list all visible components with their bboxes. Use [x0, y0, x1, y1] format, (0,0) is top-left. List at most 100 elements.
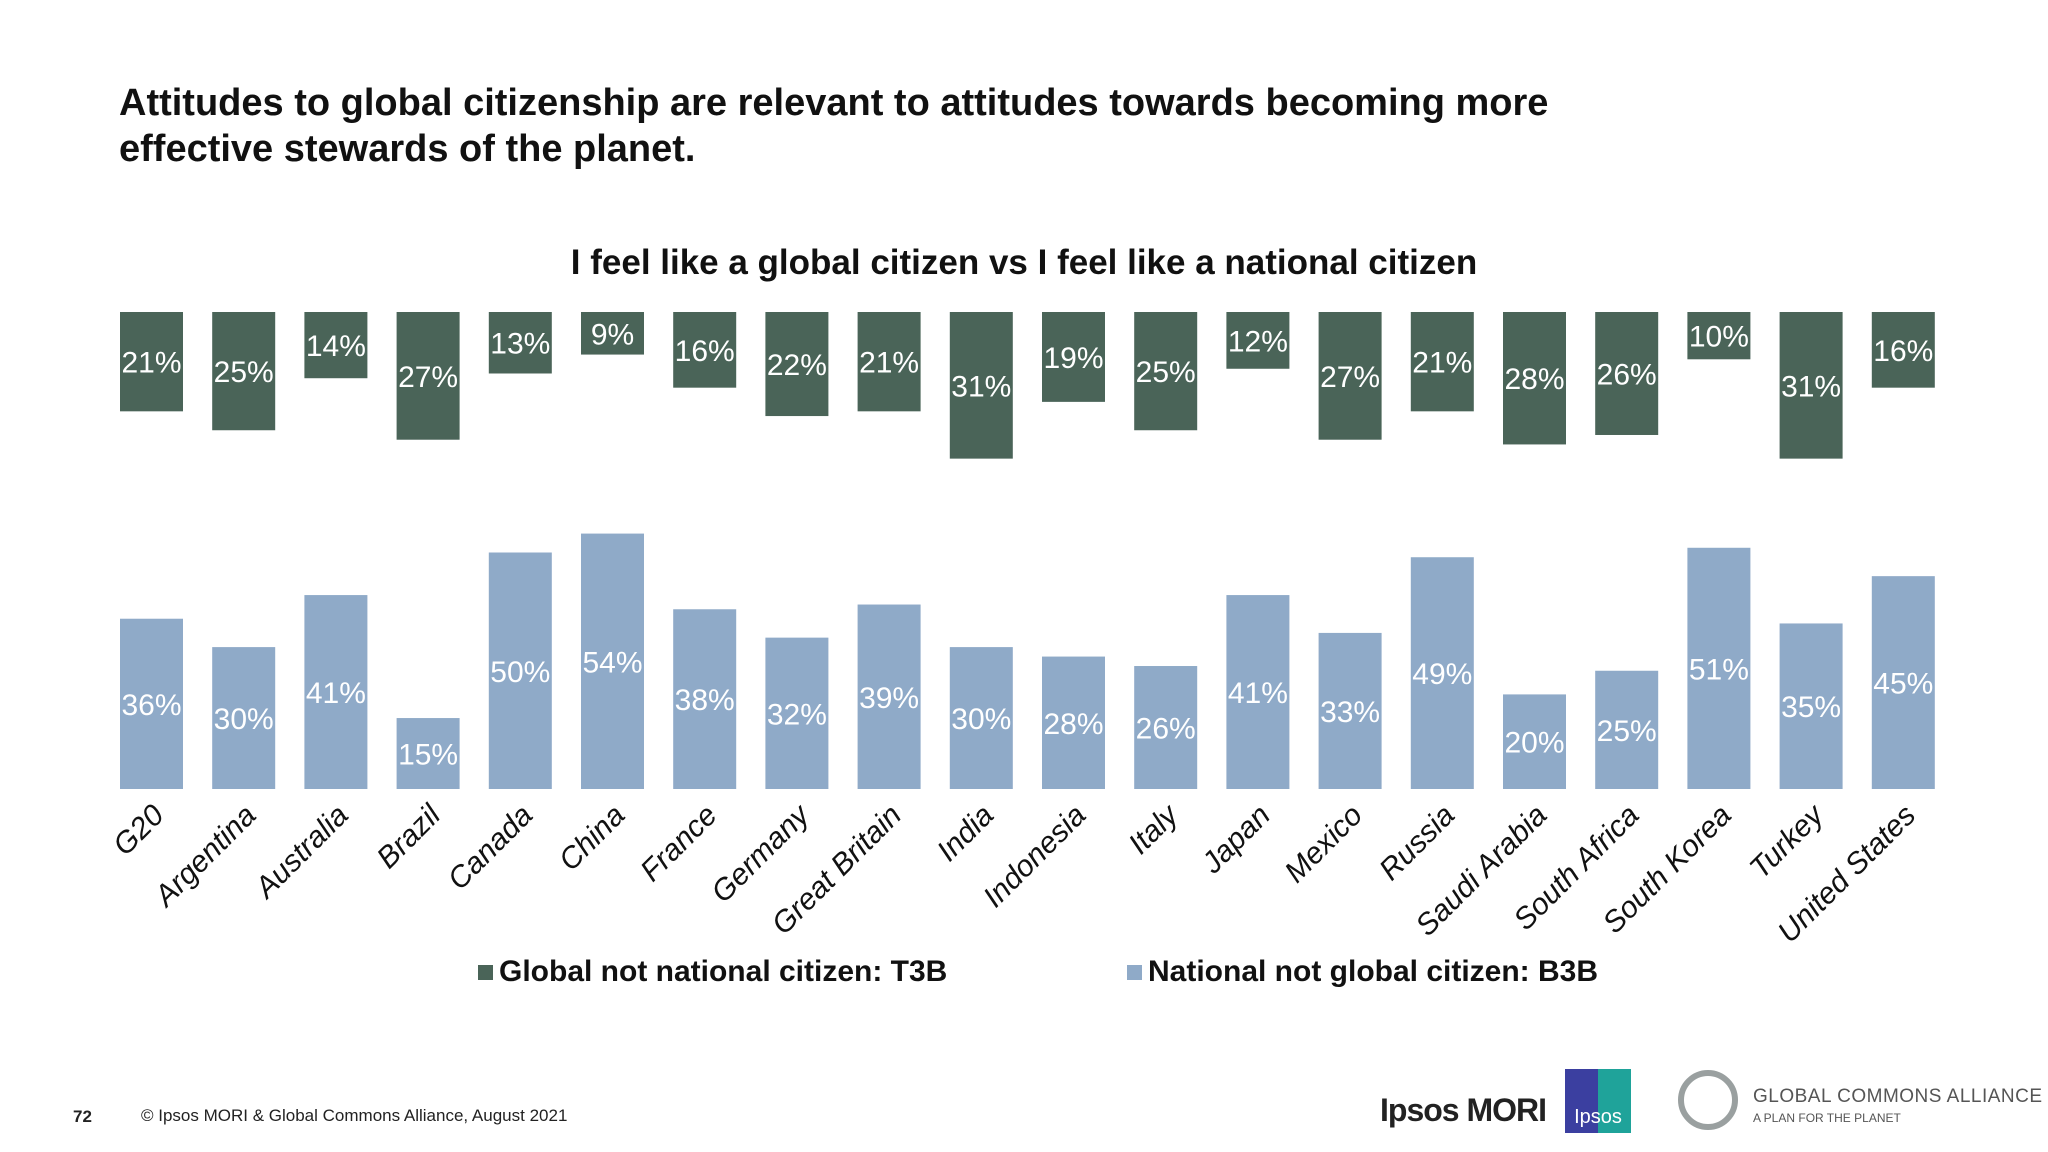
ipsos-mori-logo: Ipsos MORI [1380, 1092, 1547, 1128]
data-label-global: 21% [1412, 347, 1472, 380]
bar-national [1595, 670, 1659, 789]
category-label: Italy [1122, 797, 1186, 861]
data-label-national: 49% [1412, 658, 1472, 691]
legend-item-national: National not global citizen: B3B [1127, 955, 1598, 989]
data-label-global: 25% [214, 356, 274, 389]
data-label-national: 54% [582, 646, 642, 679]
bar-national [212, 647, 276, 789]
category-label: Australia [248, 799, 355, 906]
bar-national [1134, 666, 1198, 789]
slide-title: Attitudes to global citizenship are rele… [119, 82, 1549, 170]
category-label: India [931, 799, 1000, 868]
bar-national [765, 637, 829, 789]
data-label-global: 16% [1873, 335, 1933, 368]
bar-national [1318, 632, 1382, 789]
data-label-global: 12% [1228, 325, 1288, 358]
data-label-national: 50% [490, 656, 550, 689]
bar-global [304, 312, 368, 379]
copyright: © Ipsos MORI & Global Commons Alliance, … [141, 1106, 568, 1125]
data-label-national: 32% [767, 698, 827, 731]
data-label-global: 31% [951, 370, 1011, 403]
bar-global [488, 312, 552, 374]
data-label-national: 38% [675, 684, 735, 717]
legend-swatch-global [478, 964, 493, 980]
data-label-national: 51% [1689, 653, 1749, 686]
category-label: G20 [107, 798, 171, 862]
bar-global [857, 312, 921, 412]
bar-global [1871, 312, 1935, 388]
legend-item-global: Global not national citizen: T3B [478, 955, 947, 989]
bar-global [1687, 312, 1751, 360]
data-label-national: 33% [1320, 696, 1380, 729]
bar-national [581, 533, 644, 789]
legend-label-global: Global not national citizen: T3B [499, 955, 948, 988]
data-label-global: 31% [1781, 370, 1841, 403]
data-label-national: 28% [1043, 708, 1103, 741]
bar-global [1779, 312, 1843, 459]
gca-tagline: A PLAN FOR THE PLANET [1753, 1111, 1901, 1125]
category-label: Turkey [1743, 797, 1831, 885]
category-label: Mexico [1279, 799, 1370, 890]
data-label-national: 35% [1781, 691, 1841, 724]
bar-global [1410, 312, 1474, 412]
data-label-global: 16% [675, 335, 735, 368]
data-label-national: 26% [1136, 713, 1196, 746]
chart-title: I feel like a global citizen vs I feel l… [570, 243, 1478, 282]
bar-global [1318, 312, 1382, 440]
bar-national [857, 604, 921, 789]
data-label-global: 14% [306, 330, 366, 363]
bar-global [1595, 312, 1659, 435]
data-label-global: 22% [767, 349, 827, 382]
bar-national [1226, 595, 1290, 789]
data-label-national: 36% [121, 689, 181, 722]
bar-national [949, 647, 1013, 789]
bar-global [396, 312, 460, 440]
gca-logo: GLOBAL COMMONS ALLIANCE [1753, 1086, 2043, 1107]
data-label-national: 30% [214, 703, 274, 736]
data-label-global: 9% [591, 318, 634, 351]
ipsos-logo: Ipsos [1565, 1069, 1631, 1133]
data-label-national: 25% [1597, 715, 1657, 748]
data-label-national: 39% [859, 682, 919, 715]
category-label: Brazil [371, 798, 448, 875]
bar-national [1687, 547, 1751, 789]
gca-ring-icon [1678, 1070, 1738, 1130]
data-label-global: 21% [121, 347, 181, 380]
bar-global [120, 312, 183, 412]
data-label-global: 27% [1320, 361, 1380, 394]
bar-national [673, 609, 737, 789]
bar-global [581, 312, 644, 355]
data-label-global: 26% [1597, 358, 1657, 391]
data-label-global: 10% [1689, 321, 1749, 354]
bar-global [1503, 312, 1566, 445]
category-label: Russia [1373, 799, 1461, 887]
bar-national [1410, 557, 1474, 789]
bar-global [1226, 312, 1290, 369]
data-label-national: 45% [1873, 668, 1933, 701]
bar-global [673, 312, 737, 388]
category-label: France [634, 799, 723, 888]
page-number: 72 [73, 1107, 92, 1126]
data-label-global: 21% [859, 347, 919, 380]
data-label-global: 28% [1504, 363, 1564, 396]
legend-swatch-national [1127, 964, 1142, 980]
bar-national [1042, 656, 1105, 789]
bar-national [1503, 694, 1566, 789]
bar-global [1042, 312, 1105, 402]
bar-national [396, 718, 460, 789]
bar-national [1779, 623, 1843, 789]
category-label: Indonesia [977, 799, 1092, 914]
category-label: Japan [1195, 799, 1277, 881]
category-label: China [553, 799, 632, 878]
category-label: Canada [442, 799, 540, 897]
data-label-national: 30% [951, 703, 1011, 736]
data-label-global: 13% [490, 328, 550, 361]
bar-global [1134, 312, 1198, 431]
bar-global [949, 312, 1013, 459]
data-label-national: 20% [1504, 727, 1564, 760]
legend-label-national: National not global citizen: B3B [1148, 955, 1599, 988]
data-label-national: 15% [398, 739, 458, 772]
bar-national [488, 552, 552, 789]
data-label-national: 41% [1228, 677, 1288, 710]
